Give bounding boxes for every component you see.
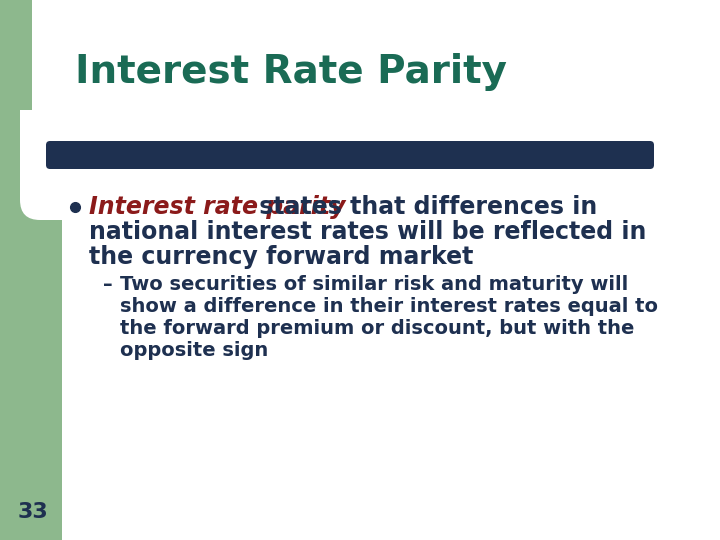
Text: –: – bbox=[103, 274, 112, 294]
FancyBboxPatch shape bbox=[20, 0, 720, 220]
Text: show a difference in their interest rates equal to: show a difference in their interest rate… bbox=[120, 296, 658, 315]
Text: opposite sign: opposite sign bbox=[120, 341, 269, 360]
Text: Interest Rate Parity: Interest Rate Parity bbox=[75, 53, 507, 91]
FancyBboxPatch shape bbox=[46, 141, 654, 169]
Text: Two securities of similar risk and maturity will: Two securities of similar risk and matur… bbox=[120, 274, 629, 294]
Bar bbox=[0, 0, 62, 540]
Text: the forward premium or discount, but with the: the forward premium or discount, but wit… bbox=[120, 319, 634, 338]
Text: 33: 33 bbox=[18, 502, 49, 522]
FancyBboxPatch shape bbox=[32, 0, 720, 168]
Bar bbox=[0, 0, 62, 110]
Bar bbox=[0, 0, 62, 190]
Text: Interest rate parity: Interest rate parity bbox=[89, 195, 346, 219]
Text: the currency forward market: the currency forward market bbox=[89, 245, 473, 269]
Text: states that differences in: states that differences in bbox=[251, 195, 598, 219]
Text: national interest rates will be reflected in: national interest rates will be reflecte… bbox=[89, 220, 647, 244]
